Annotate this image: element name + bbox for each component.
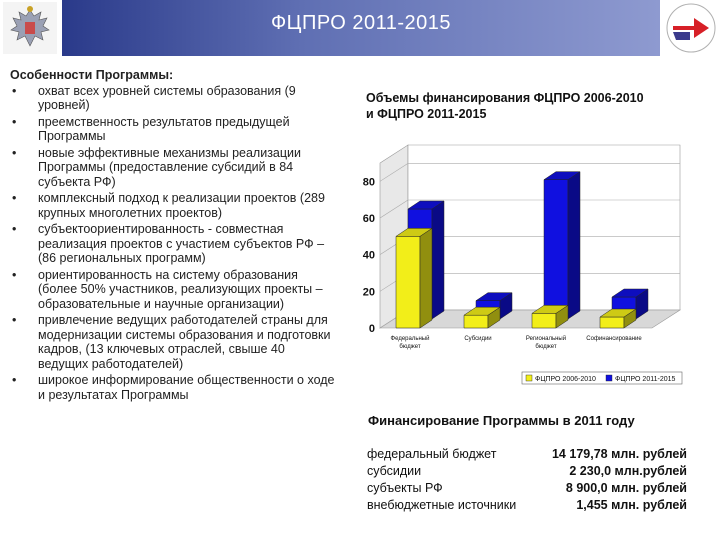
title-bar: ФЦПРО 2011-2015 (62, 0, 660, 56)
bar-front (543, 179, 569, 320)
legend-swatch (525, 374, 533, 382)
financing-table: федеральный бюджет 14 179,78 млн. рублей … (367, 446, 687, 514)
list-item: • ориентированность на систему образовани… (12, 267, 323, 311)
y-tick-label: 20 (363, 286, 375, 298)
y-tick-label: 60 (363, 213, 375, 225)
financing-row: субсидии 2 230,0 млн.рублей (367, 464, 687, 478)
bar-top (543, 171, 581, 180)
features-heading: Особенности Программы: (10, 68, 174, 82)
legend-label: ФЦПРО 2006-2010 (535, 376, 596, 383)
legend-box (521, 371, 683, 385)
coat-of-arms-icon (3, 2, 57, 54)
x-tick-label: Федеральный (391, 335, 430, 342)
list-item: • субъектоориентированность - совместная … (12, 222, 325, 265)
bar-side (567, 171, 581, 320)
financing-row: федеральный бюджет 14 179,78 млн. рублей (367, 447, 687, 461)
y-tick-label: 0 (369, 323, 375, 335)
financing-title: Финансирование Программы в 2011 году (368, 413, 635, 428)
bar-front (395, 236, 421, 329)
legend-swatch (605, 374, 613, 382)
list-item: • привлечение ведущих работодателей стран… (12, 313, 331, 371)
bar-top (611, 288, 649, 298)
legend-label: ФЦПРО 2011-2015 (615, 376, 675, 383)
bar-top (475, 292, 513, 301)
list-item: • охват всех уровней системы образования … (12, 83, 296, 113)
y-tick-label: 80 (363, 176, 375, 188)
bar-side (419, 227, 433, 329)
financing-row: субъекты РФ 8 900,0 млн. рублей (367, 481, 687, 495)
x-tick-label: Региональный (526, 335, 566, 342)
bar-top (599, 308, 637, 318)
x-tick-label: бюджет (399, 344, 420, 350)
list-item: • новые эффективные механизмы реализации … (12, 145, 302, 189)
features-list: • охват всех уровней системы образования … (10, 84, 335, 403)
bar-top (407, 200, 445, 210)
chart-title: Объемы финансирования ФЦПРО 2006-2010 и … (366, 90, 696, 122)
bar-top (531, 305, 569, 314)
header: ФЦПРО 2011-2015 (0, 0, 720, 58)
x-tick-label: бюджет (535, 344, 556, 350)
bar-top (463, 306, 501, 316)
list-item: • преемственность результатов предыдущей … (12, 114, 290, 144)
chart-title-line1: Объемы финансирования ФЦПРО 2006-2010 (366, 91, 644, 105)
gridline (379, 163, 409, 182)
funding-bar-chart: 0 20 40 60 80 Федеральный бюджет Субсидии Регион… (363, 144, 683, 385)
list-item: • комплексный подход к реализации проекто… (12, 191, 325, 220)
bar-side (431, 200, 445, 320)
bar-front (599, 316, 625, 329)
bar-front (531, 313, 557, 329)
chart-title-line2: и ФЦПРО 2011-2015 (366, 107, 487, 121)
x-tick-label: Софинансирование (586, 336, 642, 342)
program-features: Особенности Программы: • охват всех уровн… (10, 68, 335, 404)
y-tick-label: 40 (363, 250, 375, 262)
logo-icon (664, 2, 718, 54)
list-item: • широкое информирование общественности о… (12, 373, 335, 402)
bar-top (395, 228, 433, 237)
gridline (379, 199, 409, 219)
page-title: ФЦПРО 2011-2015 (270, 12, 452, 34)
financing-row: внебюджетные источники 1,455 млн. рублей (367, 498, 687, 512)
x-tick-label: Субсидии (464, 336, 491, 342)
bar-front (463, 314, 489, 329)
